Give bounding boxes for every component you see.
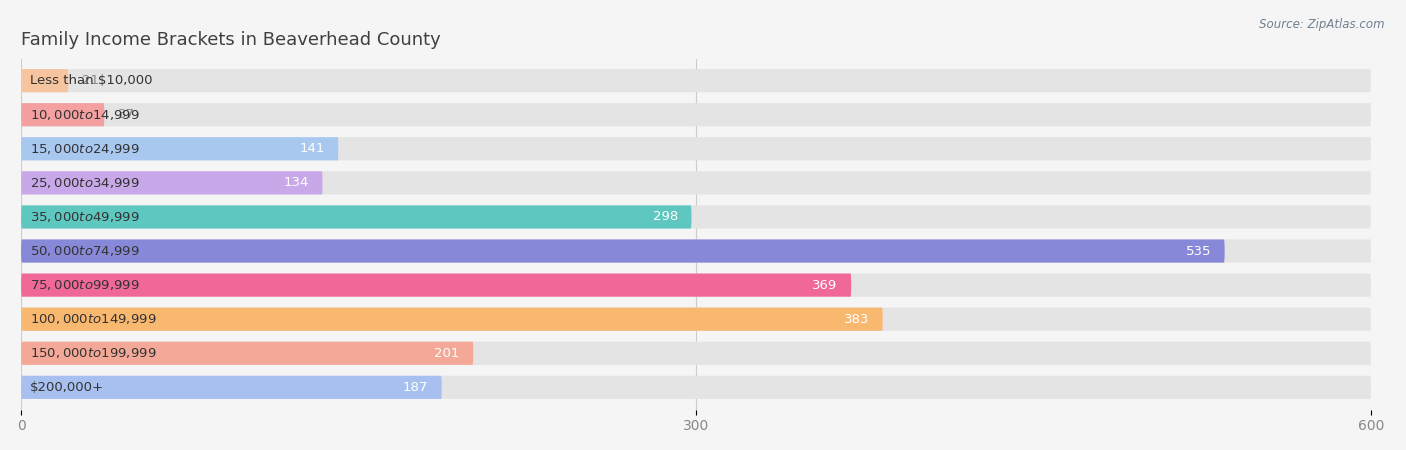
Text: 134: 134 (284, 176, 309, 189)
FancyBboxPatch shape (21, 171, 322, 194)
FancyBboxPatch shape (21, 274, 1371, 297)
Text: $25,000 to $34,999: $25,000 to $34,999 (30, 176, 139, 190)
FancyBboxPatch shape (21, 239, 1371, 263)
FancyBboxPatch shape (21, 137, 339, 160)
FancyBboxPatch shape (21, 342, 1371, 365)
FancyBboxPatch shape (21, 69, 1371, 92)
Text: $75,000 to $99,999: $75,000 to $99,999 (30, 278, 139, 292)
Text: $50,000 to $74,999: $50,000 to $74,999 (30, 244, 139, 258)
Text: Source: ZipAtlas.com: Source: ZipAtlas.com (1260, 18, 1385, 31)
Text: 201: 201 (434, 347, 460, 360)
Text: $150,000 to $199,999: $150,000 to $199,999 (30, 346, 156, 360)
Text: Family Income Brackets in Beaverhead County: Family Income Brackets in Beaverhead Cou… (21, 31, 441, 49)
FancyBboxPatch shape (21, 376, 1371, 399)
FancyBboxPatch shape (21, 137, 1371, 160)
FancyBboxPatch shape (21, 103, 1371, 126)
FancyBboxPatch shape (21, 205, 692, 229)
Text: $10,000 to $14,999: $10,000 to $14,999 (30, 108, 139, 122)
Text: $35,000 to $49,999: $35,000 to $49,999 (30, 210, 139, 224)
Text: 535: 535 (1185, 244, 1211, 257)
FancyBboxPatch shape (21, 342, 474, 365)
FancyBboxPatch shape (21, 308, 883, 331)
FancyBboxPatch shape (21, 274, 851, 297)
Text: 37: 37 (118, 108, 135, 121)
FancyBboxPatch shape (21, 308, 1371, 331)
FancyBboxPatch shape (21, 69, 69, 92)
Text: 369: 369 (813, 279, 838, 292)
Text: $15,000 to $24,999: $15,000 to $24,999 (30, 142, 139, 156)
Text: Less than $10,000: Less than $10,000 (30, 74, 153, 87)
FancyBboxPatch shape (21, 171, 1371, 194)
Text: 141: 141 (299, 142, 325, 155)
Text: 21: 21 (82, 74, 98, 87)
Text: 298: 298 (652, 211, 678, 224)
FancyBboxPatch shape (21, 103, 104, 126)
Text: $200,000+: $200,000+ (30, 381, 104, 394)
Text: 383: 383 (844, 313, 869, 326)
Text: $100,000 to $149,999: $100,000 to $149,999 (30, 312, 156, 326)
FancyBboxPatch shape (21, 239, 1225, 263)
FancyBboxPatch shape (21, 376, 441, 399)
Text: 187: 187 (404, 381, 429, 394)
FancyBboxPatch shape (21, 205, 1371, 229)
